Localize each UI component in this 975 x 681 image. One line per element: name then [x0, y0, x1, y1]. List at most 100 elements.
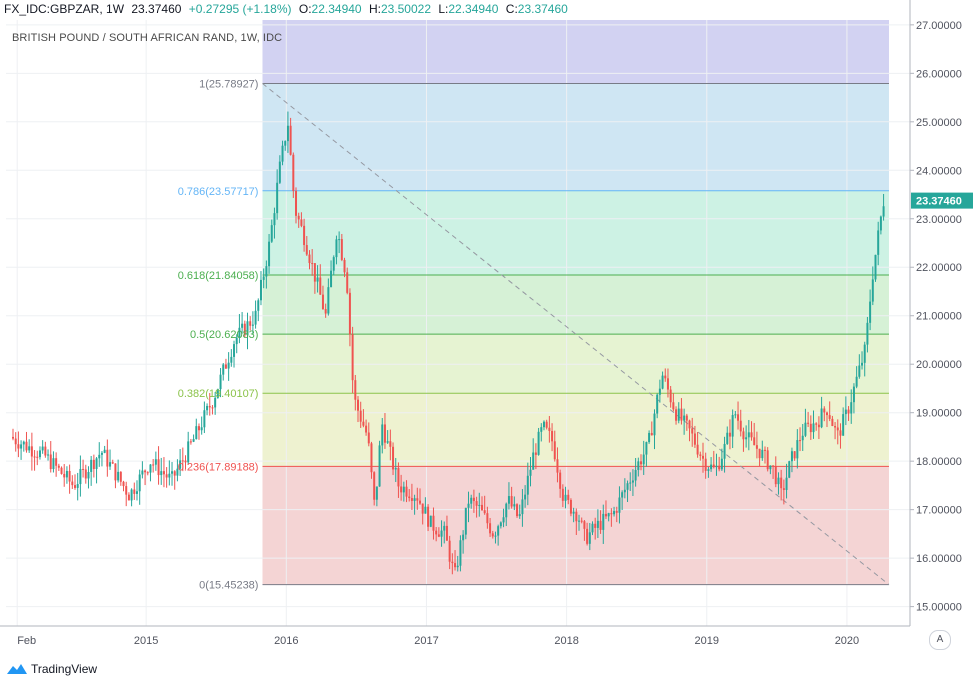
candle-body: [373, 472, 376, 500]
candle-body: [36, 456, 39, 458]
candle-0: [12, 428, 15, 441]
candle-283: [774, 456, 777, 488]
candle-body: [742, 431, 745, 440]
candle-body: [22, 441, 25, 445]
candle-156: [432, 507, 435, 540]
y-tick-label-1: 26.00000: [916, 68, 962, 80]
candle-142: [394, 457, 397, 483]
candle-body: [863, 344, 866, 363]
candle-78: [222, 362, 225, 381]
candle-body: [246, 321, 249, 336]
candle-body: [219, 374, 222, 390]
fib-label-0.618: 0.618(21.84058): [178, 270, 259, 282]
candle-295: [807, 411, 810, 428]
candle-body: [467, 503, 470, 508]
candle-body: [28, 446, 31, 451]
candle-body: [222, 364, 225, 375]
candle-210: [578, 514, 581, 531]
candle-55: [160, 457, 163, 485]
candle-57: [165, 467, 168, 488]
candle-286: [782, 479, 785, 505]
candle-90: [254, 300, 257, 329]
candle-body: [257, 300, 260, 311]
candle-body: [313, 263, 316, 282]
candle-168: [464, 507, 467, 540]
candle-147: [408, 489, 411, 502]
candle-87: [246, 312, 249, 350]
candle-122: [340, 233, 343, 262]
candle-body: [615, 511, 618, 513]
candle-245: [672, 393, 675, 412]
candle-body: [165, 474, 168, 478]
candle-319: [871, 266, 874, 306]
candle-body: [47, 454, 50, 456]
candle-body: [157, 459, 160, 476]
candle-119: [332, 255, 335, 276]
candle-294: [804, 408, 807, 438]
candle-233: [640, 454, 643, 471]
candle-184: [507, 482, 510, 510]
candle-body: [281, 145, 284, 162]
candle-251: [688, 419, 691, 442]
candle-body: [820, 408, 823, 428]
candle-73: [208, 392, 211, 416]
candle-187: [516, 503, 519, 518]
candle-body: [866, 322, 869, 345]
candle-43: [127, 492, 130, 501]
tradingview-logo[interactable]: TradingView: [6, 662, 97, 676]
candle-177: [489, 517, 492, 537]
candle-body: [195, 426, 198, 440]
candle-125: [348, 288, 351, 347]
candle-80: [227, 352, 230, 381]
candle-body: [254, 310, 257, 325]
y-tick-label-11: 16.00000: [916, 553, 962, 565]
candle-92: [259, 271, 262, 306]
candle-116: [324, 303, 327, 318]
candle-88: [249, 316, 252, 331]
candle-body: [416, 498, 419, 501]
candle-body: [548, 427, 551, 431]
x-tick-label-0: Feb: [17, 635, 36, 647]
candle-body: [602, 513, 605, 530]
candle-84: [238, 314, 241, 344]
candle-body: [432, 515, 435, 531]
candle-body: [567, 494, 570, 500]
candle-body: [305, 245, 308, 255]
fib-zone-0.5: [262, 274, 889, 335]
candle-body: [330, 270, 333, 288]
candle-220: [604, 500, 607, 520]
candle-body: [494, 535, 497, 537]
candle-body: [141, 470, 144, 475]
candle-body: [216, 389, 219, 398]
candle-41: [122, 480, 125, 492]
candle-body: [79, 468, 82, 485]
candle-body: [726, 432, 729, 444]
candle-body: [230, 356, 233, 363]
candle-body: [92, 459, 95, 469]
candle-body: [402, 486, 405, 493]
candle-body: [491, 533, 494, 537]
candle-284: [777, 472, 780, 495]
symbol-label[interactable]: FX_IDC:GBPZAR, 1W: [4, 2, 125, 16]
tradingview-icon: [7, 664, 27, 674]
ohlc-open: O:22.34940: [298, 2, 362, 16]
candle-25: [79, 455, 82, 497]
candle-249: [683, 408, 686, 435]
candle-236: [648, 430, 651, 444]
candle-211: [580, 517, 583, 524]
candle-126: [351, 326, 354, 394]
candle-309: [844, 396, 847, 426]
candle-58: [168, 460, 171, 486]
candle-99: [278, 155, 281, 185]
fib-level-labels: 1(25.78927) 0.786(23.57717) 0.618(21.84058…: [178, 79, 259, 592]
candle-body: [758, 448, 761, 459]
candle-body: [869, 301, 872, 323]
fib-zone-0.786: [262, 83, 889, 191]
candle-270: [739, 409, 742, 437]
auto-scale-button[interactable]: A: [929, 630, 951, 650]
candle-body: [295, 190, 298, 216]
candle-body: [184, 460, 187, 463]
candle-175: [483, 495, 486, 515]
x-tick-label-2: 2016: [274, 635, 298, 647]
